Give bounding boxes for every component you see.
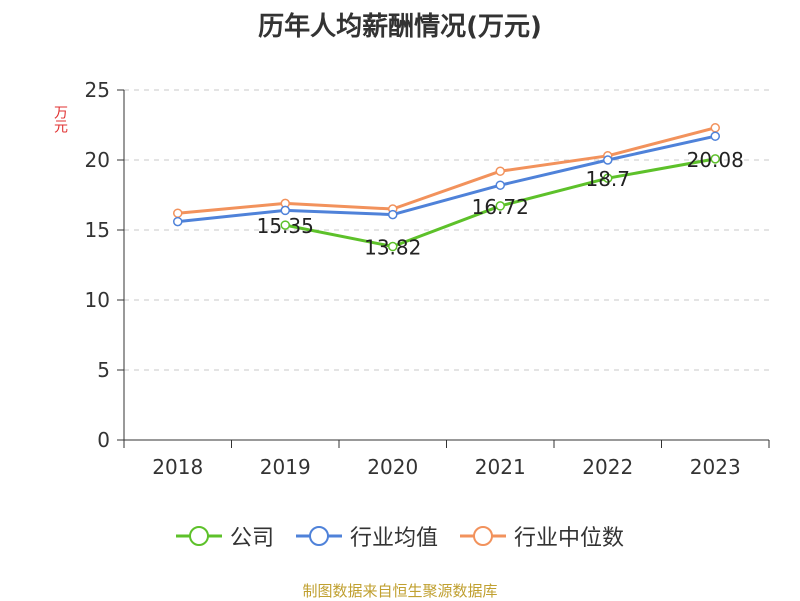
x-tick-label: 2018 xyxy=(152,455,203,479)
legend-circle xyxy=(473,526,493,546)
data-point xyxy=(603,155,613,165)
chart-title: 历年人均薪酬情况(万元) xyxy=(258,12,542,42)
series-line-3 xyxy=(177,126,716,215)
data-point xyxy=(495,180,505,190)
y-tick-label: 0 xyxy=(97,428,110,452)
data-label: 18.7 xyxy=(585,167,630,191)
data-label: 20.08 xyxy=(687,148,744,172)
data-point xyxy=(173,208,183,218)
series-line-2 xyxy=(177,134,716,224)
legend-marker xyxy=(460,526,506,546)
source-note: 制图数据来自恒生聚源数据库 xyxy=(302,582,498,600)
legend-label: 公司 xyxy=(229,526,274,551)
data-point xyxy=(280,220,290,230)
x-tick-label: 2023 xyxy=(690,455,741,479)
legend-marker xyxy=(295,526,342,546)
x-tick-label: 2021 xyxy=(475,455,526,479)
x-tick-label: 2022 xyxy=(582,455,633,479)
legend-item[interactable]: 行业均值 xyxy=(295,520,438,552)
data-point xyxy=(388,209,398,220)
data-label: 13.82 xyxy=(364,236,421,260)
legend-label: 行业中位数 xyxy=(514,526,625,551)
data-point xyxy=(388,241,398,252)
legend-item[interactable]: 公司 xyxy=(175,520,274,552)
data-point xyxy=(710,154,720,164)
legend-label: 行业均值 xyxy=(349,526,438,551)
y-tick-label: 5 xyxy=(97,358,110,382)
y-tick-label: 20 xyxy=(85,148,110,172)
data-point xyxy=(495,201,505,211)
y-tick-label: 10 xyxy=(85,288,110,312)
legend: 公司 行业均值 行业中位数 xyxy=(0,520,800,552)
data-label: 16.72 xyxy=(472,195,529,219)
y-tick-label: 15 xyxy=(85,218,110,242)
data-point xyxy=(710,123,720,133)
x-tick-label: 2019 xyxy=(260,455,311,479)
x-tick-label: 2020 xyxy=(367,455,418,479)
data-point xyxy=(280,205,290,216)
data-point xyxy=(173,216,183,227)
y-tick-label: 25 xyxy=(85,78,110,102)
data-point xyxy=(495,166,505,176)
y-axis-label: 万元 xyxy=(52,105,68,133)
legend-marker xyxy=(175,526,222,546)
data-point xyxy=(710,131,720,141)
legend-circle xyxy=(308,526,329,546)
data-point xyxy=(603,173,613,183)
data-label: 15.35 xyxy=(257,214,314,238)
legend-item[interactable]: 行业中位数 xyxy=(460,520,624,552)
legend-circle xyxy=(188,526,209,546)
